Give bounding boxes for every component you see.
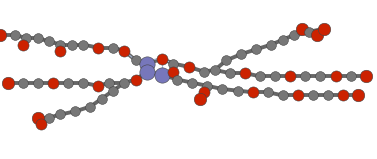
Point bbox=[197, 97, 203, 100]
Point bbox=[242, 72, 248, 74]
Point bbox=[295, 94, 301, 97]
Point bbox=[133, 78, 139, 81]
Point bbox=[272, 75, 278, 78]
Point bbox=[174, 78, 180, 81]
Point bbox=[227, 72, 233, 74]
Point bbox=[306, 31, 312, 33]
Point bbox=[57, 113, 63, 116]
Point bbox=[35, 116, 41, 119]
Point bbox=[20, 81, 26, 84]
Point bbox=[65, 81, 71, 84]
Point bbox=[95, 46, 101, 49]
Point bbox=[80, 81, 86, 84]
Point bbox=[23, 37, 29, 39]
Point bbox=[159, 58, 165, 60]
Point bbox=[5, 81, 11, 84]
Point bbox=[299, 27, 305, 30]
Point bbox=[253, 48, 259, 51]
Point bbox=[314, 34, 320, 36]
Point bbox=[355, 94, 361, 97]
Point bbox=[317, 75, 323, 78]
Point bbox=[69, 43, 75, 46]
Point bbox=[159, 73, 165, 76]
Point bbox=[87, 105, 93, 108]
Point bbox=[57, 43, 63, 46]
Point bbox=[333, 75, 339, 78]
Point bbox=[302, 75, 308, 78]
Point bbox=[46, 116, 52, 119]
Point bbox=[133, 59, 139, 62]
Point bbox=[287, 75, 293, 78]
Point bbox=[121, 50, 127, 52]
Point bbox=[219, 88, 225, 90]
Point bbox=[121, 81, 127, 84]
Point bbox=[144, 70, 150, 73]
Point bbox=[57, 50, 63, 52]
Point bbox=[250, 91, 256, 93]
Point bbox=[144, 62, 150, 65]
Point bbox=[185, 66, 192, 68]
Point bbox=[46, 40, 52, 43]
Point bbox=[189, 81, 195, 84]
Point bbox=[280, 94, 286, 97]
Point bbox=[310, 94, 316, 97]
Point bbox=[50, 81, 56, 84]
Point bbox=[212, 69, 218, 71]
Point bbox=[72, 110, 78, 113]
Point bbox=[110, 46, 116, 49]
Point bbox=[265, 91, 271, 93]
Point bbox=[280, 38, 286, 41]
Point bbox=[234, 89, 241, 92]
Point bbox=[268, 43, 274, 46]
Point bbox=[35, 37, 41, 39]
Point bbox=[321, 27, 327, 30]
Point bbox=[257, 75, 263, 78]
Point bbox=[80, 43, 86, 46]
Point bbox=[35, 81, 41, 84]
Point bbox=[170, 62, 176, 65]
Point bbox=[340, 94, 346, 97]
Point bbox=[99, 97, 105, 100]
Point bbox=[291, 34, 297, 36]
Point bbox=[348, 75, 354, 78]
Point bbox=[170, 70, 176, 73]
Point bbox=[12, 34, 18, 36]
Point bbox=[20, 43, 26, 46]
Point bbox=[201, 91, 207, 93]
Point bbox=[363, 75, 369, 78]
Point bbox=[95, 85, 101, 87]
Point bbox=[38, 123, 44, 125]
Point bbox=[0, 34, 3, 36]
Point bbox=[238, 53, 244, 55]
Point bbox=[204, 85, 210, 87]
Point bbox=[223, 59, 229, 62]
Point bbox=[201, 70, 207, 73]
Point bbox=[110, 89, 116, 92]
Point bbox=[106, 81, 112, 84]
Point bbox=[325, 94, 331, 97]
